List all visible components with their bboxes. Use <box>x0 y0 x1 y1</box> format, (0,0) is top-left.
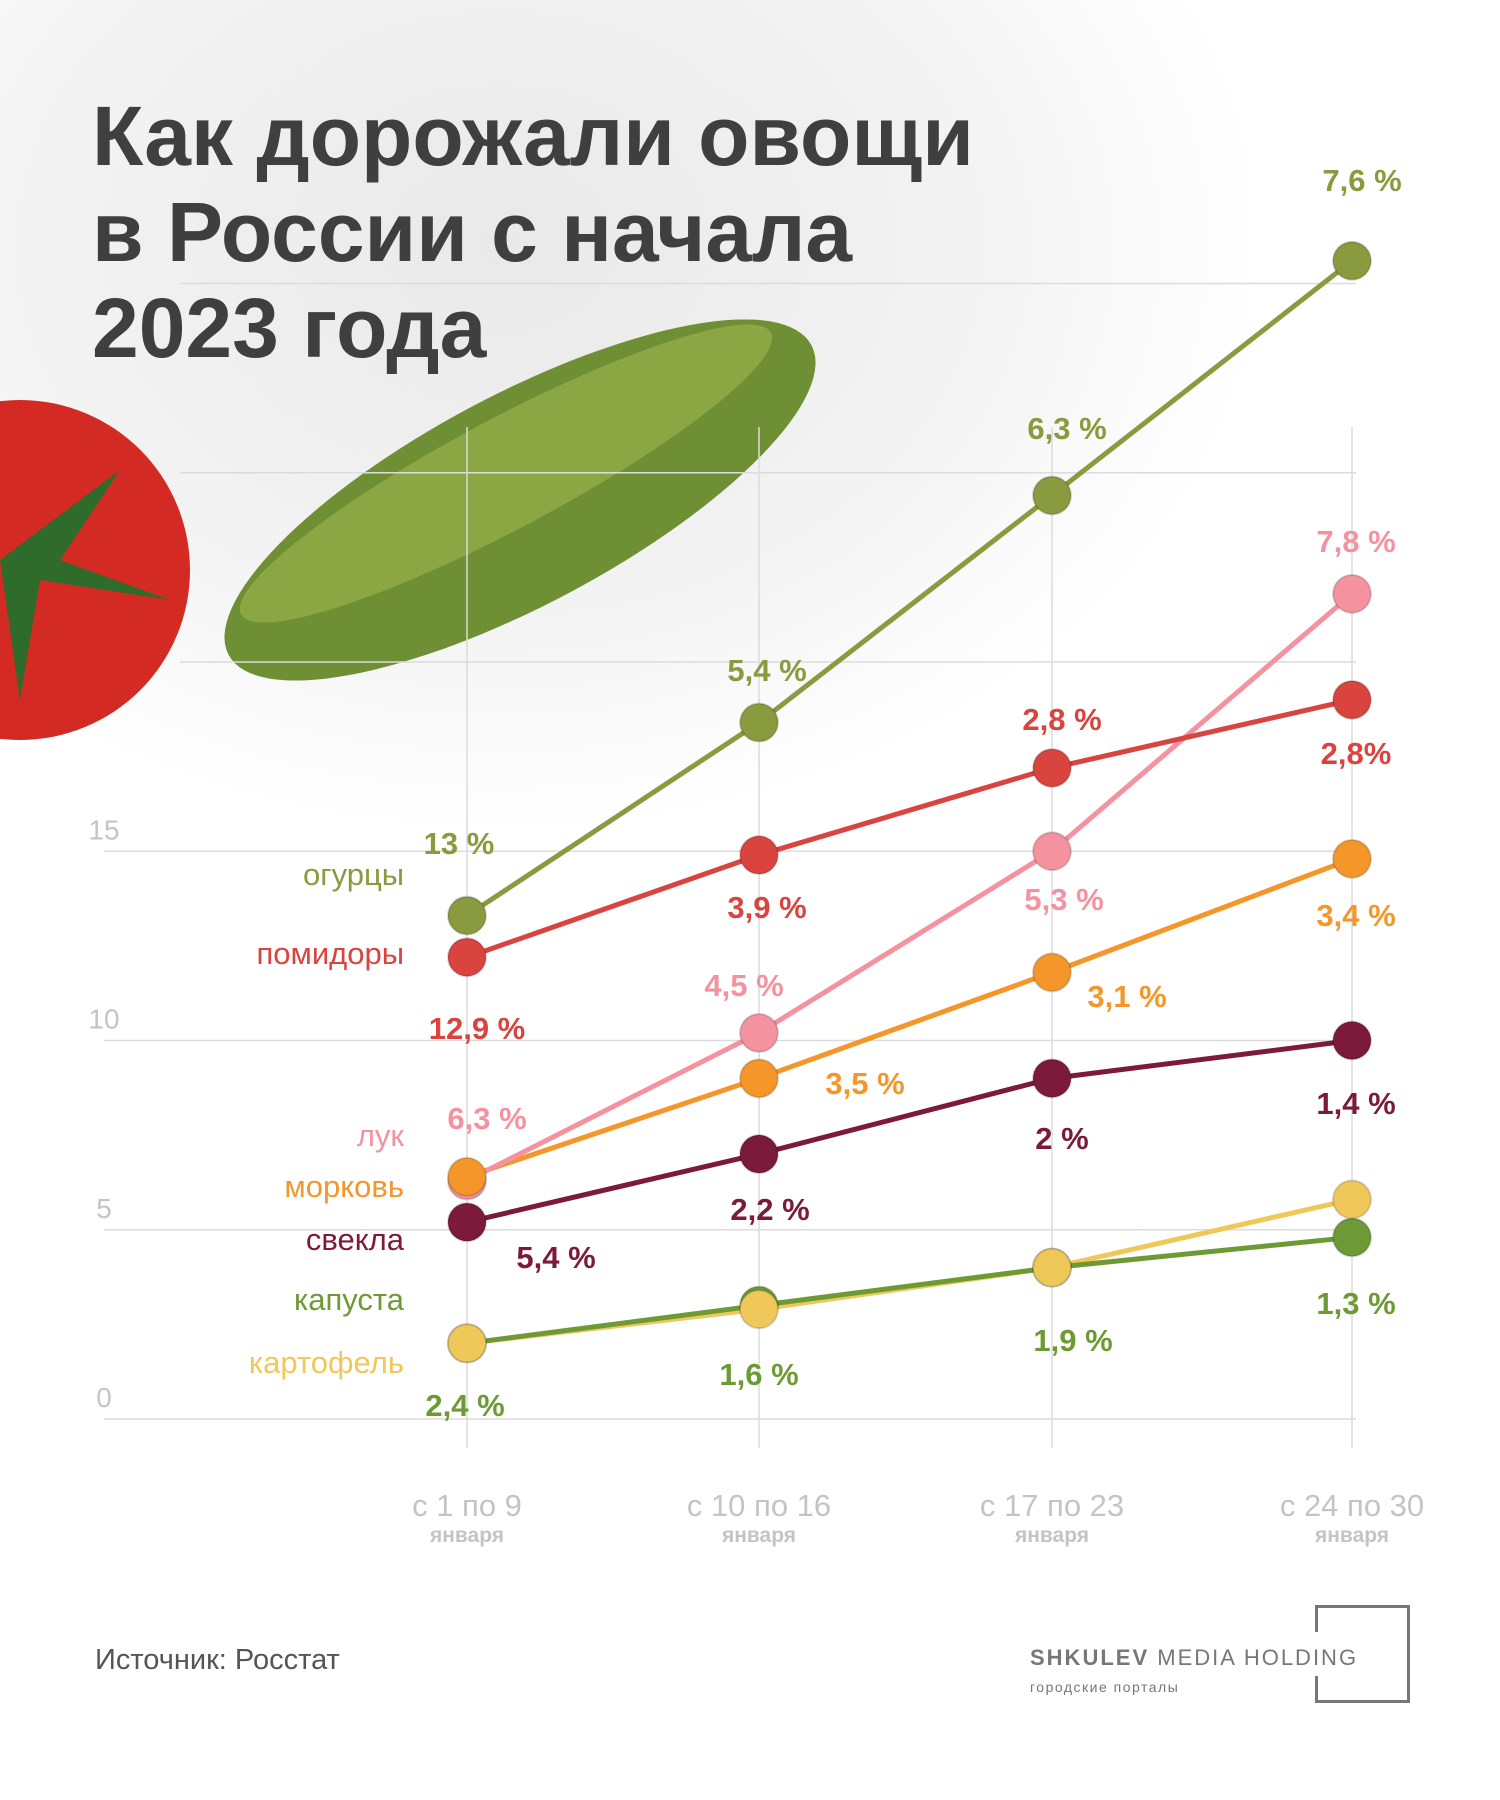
vegetable-marker-icon <box>1032 1058 1072 1099</box>
data-label: 5,4 % <box>516 1240 595 1275</box>
series-line-огурцы <box>464 258 1355 919</box>
source-note: Источник: Росстат <box>95 1644 340 1676</box>
series-line-морковь <box>464 856 1355 1180</box>
vegetable-marker-icon <box>1032 952 1072 993</box>
logo-light: MEDIA HOLDING <box>1157 1645 1359 1670</box>
vegetable-marker-icon <box>447 1156 487 1197</box>
vegetable-marker-icon <box>447 1323 487 1364</box>
data-label: 1,9 % <box>1033 1323 1112 1358</box>
logo-bold: SHKULEV <box>1030 1645 1150 1670</box>
vegetable-marker-icon <box>1332 838 1372 879</box>
y-tick-label: 15 <box>88 814 119 845</box>
data-label: 12,9 % <box>429 1011 526 1046</box>
tomato-photo <box>0 400 190 740</box>
data-label: 4,5 % <box>704 968 783 1003</box>
data-label: 5,3 % <box>1024 882 1103 917</box>
series-line-лук <box>464 591 1355 1184</box>
vegetable-marker-icon <box>1332 240 1372 281</box>
data-label: 7,6 % <box>1322 163 1401 198</box>
vegetable-marker-icon <box>1332 573 1372 614</box>
data-label: 3,9 % <box>727 890 806 925</box>
vegetable-marker-icon <box>739 1058 779 1099</box>
vegetable-marker-icon <box>1332 1217 1372 1258</box>
tomato-stem-icon <box>0 470 170 700</box>
legend-label: картофель <box>249 1345 404 1380</box>
legend-label: лук <box>357 1118 405 1153</box>
vegetable-marker-icon <box>739 835 779 876</box>
vegetable-marker-icon <box>447 937 487 978</box>
data-label: 1,3 % <box>1316 1286 1395 1321</box>
data-label: 5,4 % <box>727 653 806 688</box>
vegetable-marker-icon <box>1032 1247 1072 1288</box>
publisher-logo: SHKULEV MEDIA HOLDING городские порталы <box>1030 1605 1420 1705</box>
x-tick-label: с 1 по 9 <box>412 1488 522 1523</box>
series-line-помидоры <box>464 697 1355 960</box>
vegetable-marker-icon <box>739 1289 779 1330</box>
legend-label: морковь <box>284 1169 404 1204</box>
series-line-картофель <box>464 1196 1355 1346</box>
page-title: Как дорожали овощи в России с начала 202… <box>92 88 974 376</box>
vegetable-marker-icon <box>1032 747 1072 788</box>
x-tick-sublabel: января <box>1314 1524 1389 1547</box>
title-line: 2023 года <box>92 281 487 375</box>
x-tick-label: с 24 по 30 <box>1280 1488 1424 1523</box>
data-label: 3,5 % <box>825 1066 904 1101</box>
vegetable-marker-icon <box>739 702 779 743</box>
data-label: 6,3 % <box>1027 411 1106 446</box>
vegetable-marker-icon <box>1332 679 1372 720</box>
vegetable-marker-icon <box>447 1202 487 1243</box>
y-tick-label: 5 <box>96 1193 112 1224</box>
data-label: 2 % <box>1035 1121 1088 1156</box>
data-label: 2,2 % <box>730 1192 809 1227</box>
y-tick-label: 0 <box>96 1382 112 1413</box>
x-tick-sublabel: января <box>721 1524 796 1547</box>
logo-subtitle: городские порталы <box>1030 1679 1180 1695</box>
title-line: Как дорожали овощи <box>92 89 974 183</box>
vegetable-marker-icon <box>739 1134 779 1175</box>
y-tick-label: 10 <box>88 1004 119 1035</box>
x-tick-sublabel: января <box>429 1524 504 1547</box>
data-label: 1,6 % <box>719 1357 798 1392</box>
logo-frame <box>1315 1605 1410 1703</box>
legend-label: капуста <box>294 1282 405 1317</box>
x-tick-sublabel: января <box>1014 1524 1089 1547</box>
cucumber-photo <box>224 319 816 681</box>
data-label: 2,8% <box>1321 736 1392 771</box>
series-line-свекла <box>464 1038 1355 1225</box>
data-label: 6,3 % <box>447 1101 526 1136</box>
data-label: 2,4 % <box>425 1388 504 1423</box>
series-line-капуста <box>464 1234 1355 1346</box>
data-label: 3,4 % <box>1316 898 1395 933</box>
data-label: 7,8 % <box>1316 524 1395 559</box>
x-tick-label: с 10 по 16 <box>687 1488 831 1523</box>
vegetable-marker-icon <box>1332 1020 1372 1061</box>
data-label: 2,8 % <box>1022 702 1101 737</box>
x-tick-label: с 17 по 23 <box>980 1488 1124 1523</box>
legend-label: свекла <box>306 1222 405 1257</box>
vegetable-marker-icon <box>739 1012 779 1053</box>
vegetable-marker-icon <box>1032 475 1072 516</box>
data-label: 3,1 % <box>1087 979 1166 1014</box>
legend-label: помидоры <box>256 936 404 971</box>
vegetable-marker-icon <box>1332 1179 1372 1220</box>
data-label: 13 % <box>424 826 495 861</box>
vegetable-marker-icon <box>447 895 487 936</box>
legend-label: огурцы <box>303 857 404 892</box>
title-line: в России с начала <box>92 185 853 279</box>
vegetable-marker-icon <box>1032 831 1072 872</box>
data-label: 1,4 % <box>1316 1086 1395 1121</box>
logo-text: SHKULEV MEDIA HOLDING <box>1030 1645 1363 1671</box>
